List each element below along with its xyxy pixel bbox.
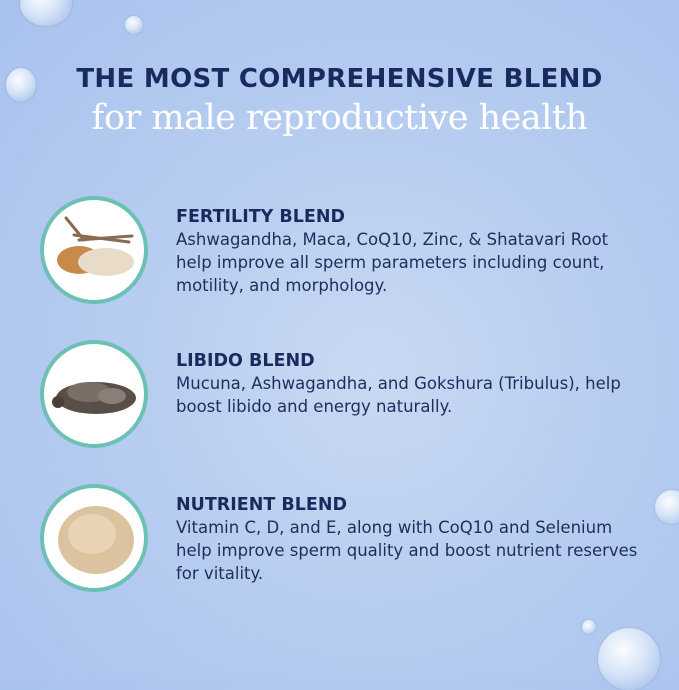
powder-image	[40, 484, 148, 592]
blend-description: Mucuna, Ashwagandha, and Gokshura (Tribu…	[176, 374, 621, 416]
water-bubble	[20, 0, 72, 26]
blend-item-fertility: FERTILITY BLEND Ashwagandha, Maca, CoQ10…	[40, 196, 646, 304]
blend-title: FERTILITY BLEND	[176, 207, 346, 227]
water-bubble	[655, 490, 679, 524]
roots-and-powder-image	[40, 196, 148, 304]
blend-description: Ashwagandha, Maca, CoQ10, Zinc, & Shatav…	[176, 230, 609, 295]
blend-item-nutrient: NUTRIENT BLEND Vitamin C, D, and E, alon…	[40, 484, 646, 592]
seed-pods-image	[40, 340, 148, 448]
headline: THE MOST COMPREHENSIVE BLEND	[76, 64, 603, 94]
subheadline: for male reproductive health	[91, 98, 588, 138]
blend-description: Vitamin C, D, and E, along with CoQ10 an…	[176, 518, 638, 583]
blend-title: NUTRIENT BLEND	[176, 495, 348, 515]
water-bubble	[582, 620, 596, 634]
blend-item-libido: LIBIDO BLEND Mucuna, Ashwagandha, and Go…	[40, 340, 646, 448]
water-bubble	[6, 68, 36, 102]
blend-title: LIBIDO BLEND	[176, 351, 315, 371]
water-bubble	[125, 16, 143, 34]
water-bubble	[598, 628, 660, 690]
